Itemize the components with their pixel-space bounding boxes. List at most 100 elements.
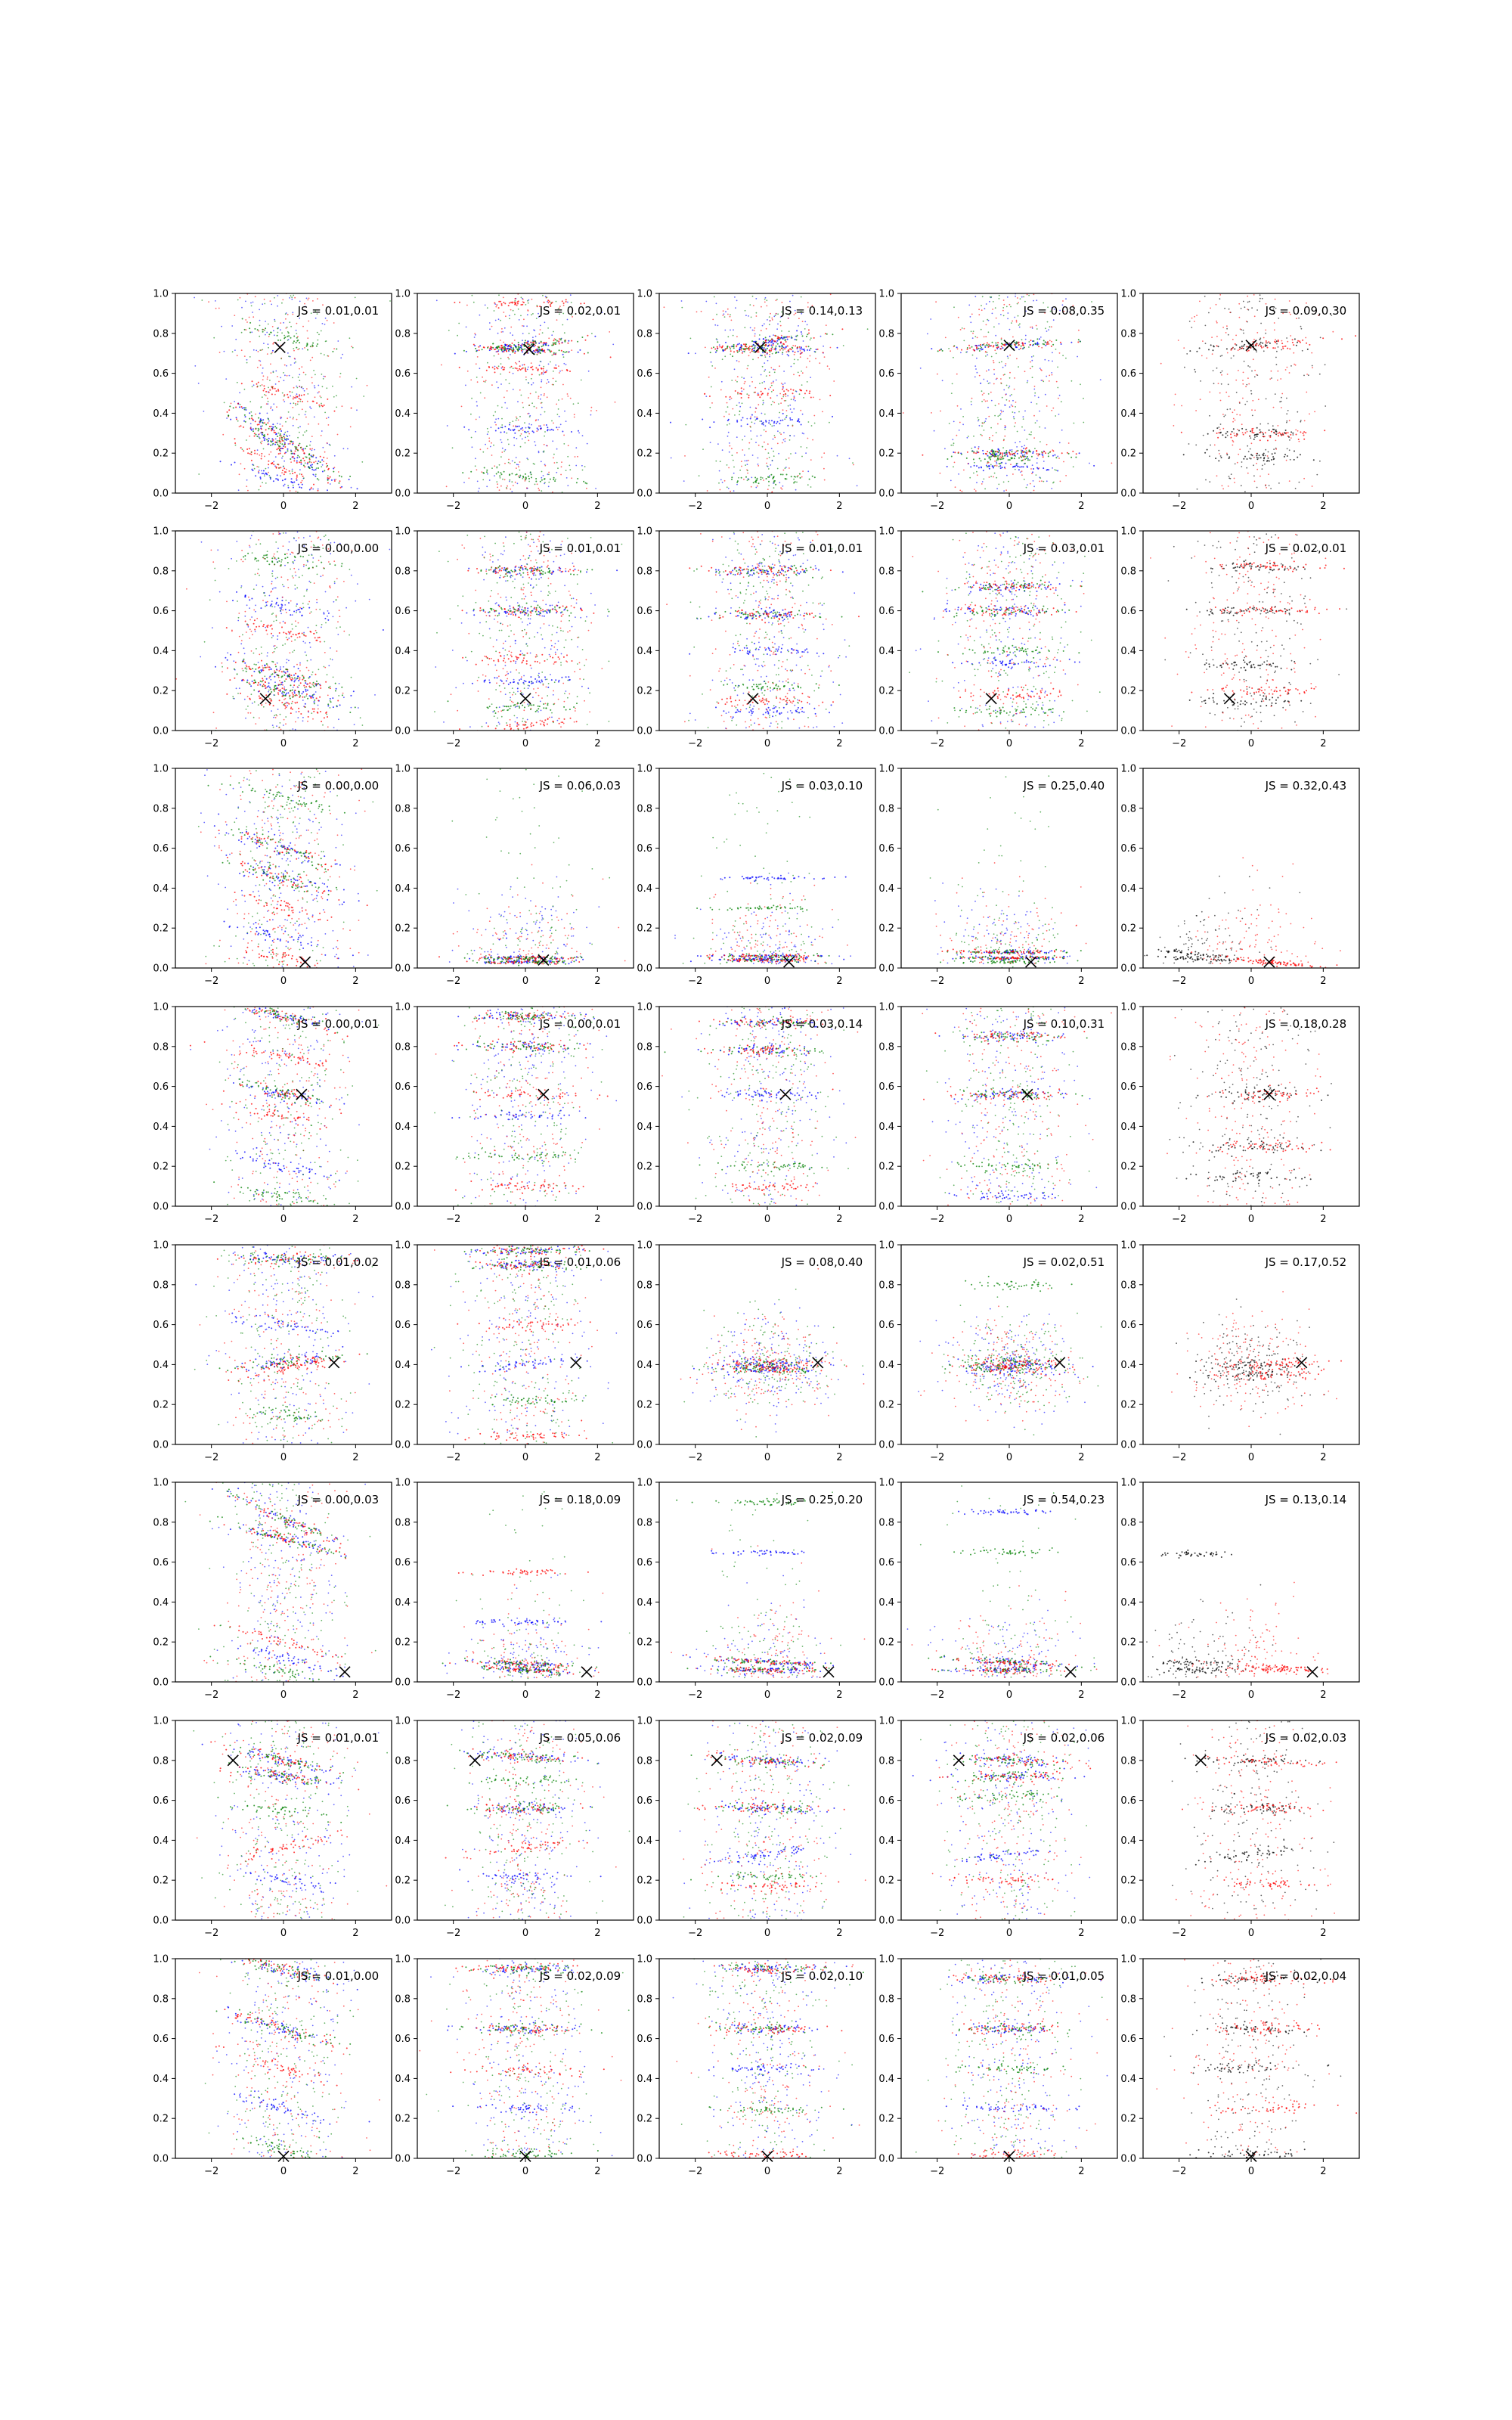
x-tick-label: 2	[836, 738, 842, 749]
axes-frame	[417, 1481, 634, 1683]
y-tick-label: 0.0	[153, 726, 169, 737]
y-tick-label: 0.0	[637, 1202, 652, 1213]
scatter-panel-r7-c2: 0.0 0.2 0.4 0.6 0.8 1.0 −2 0 2 JS = 0.05,0.06	[395, 1716, 634, 1939]
y-tick-label: 0.4	[1120, 1835, 1136, 1847]
x-tick-label: −2	[930, 501, 944, 512]
y-tick-label: 0.2	[878, 1400, 894, 1411]
x-tick-label: 0	[764, 1689, 770, 1701]
scatter-points	[1144, 857, 1341, 968]
axes-frame	[417, 1958, 634, 2159]
x-tick-label: −2	[446, 1689, 460, 1701]
y-tick-label: 0.2	[637, 2114, 652, 2125]
y-tick-label: 0.4	[1120, 1597, 1136, 1609]
y-tick-label: 0.2	[153, 2114, 169, 2125]
axes-frame	[417, 1244, 634, 1445]
axes-frame	[175, 1006, 392, 1207]
y-tick-label: 0.6	[395, 368, 411, 380]
y-tick-label: 0.6	[1120, 1320, 1136, 1331]
y-tick-label: 0.4	[153, 2074, 169, 2085]
scatter-points	[906, 1485, 1098, 1678]
mode-marker-x	[523, 343, 535, 355]
y-tick-label: 0.2	[153, 1637, 169, 1649]
x-tick-label: −2	[446, 501, 460, 512]
x-tick-label: 0	[764, 1452, 770, 1463]
y-tick-label: 0.6	[637, 843, 652, 855]
y-tick-label: 0.0	[878, 1677, 894, 1689]
y-tick-label: 0.0	[153, 1202, 169, 1213]
scatter-points	[193, 1720, 388, 1920]
js-annotation: JS = 0.02,0.09	[781, 1731, 863, 1745]
y-tick-label: 0.8	[878, 1755, 894, 1767]
y-tick-label: 0.4	[637, 1122, 652, 1133]
y-tick-label: 0.0	[395, 1916, 411, 1927]
axes-frame	[900, 530, 1118, 731]
y-tick-label: 0.6	[153, 1557, 169, 1568]
x-tick-label: 0	[1006, 1689, 1012, 1701]
y-tick-label: 1.0	[878, 764, 894, 775]
x-tick-label: 2	[1078, 738, 1084, 749]
y-tick-label: 0.8	[637, 1041, 652, 1053]
x-tick-label: 0	[522, 1452, 528, 1463]
axes-frame	[1142, 1244, 1360, 1445]
y-tick-label: 0.4	[878, 2074, 894, 2085]
y-tick-label: 0.8	[395, 1041, 411, 1053]
js-annotation: JS = 0.06,0.03	[539, 779, 621, 793]
y-tick-label: 0.4	[637, 2074, 652, 2085]
x-tick-label: 2	[1078, 1689, 1084, 1701]
x-tick-label: −2	[688, 976, 702, 987]
x-tick-label: −2	[204, 976, 218, 987]
mode-marker-x	[783, 956, 795, 968]
y-tick-label: 1.0	[878, 1954, 894, 1965]
x-tick-label: 2	[1078, 1452, 1084, 1463]
scatter-panel-r4-c1: 0.0 0.2 0.4 0.6 0.8 1.0 −2 0 2 JS = 0.00,0.01	[153, 1002, 392, 1225]
y-tick-label: 0.8	[637, 328, 652, 340]
y-tick-label: 0.0	[395, 1440, 411, 1451]
x-tick-label: −2	[446, 1928, 460, 1939]
x-tick-label: 0	[764, 1928, 770, 1939]
y-tick-label: 0.8	[1120, 1755, 1136, 1767]
x-tick-label: 2	[594, 1452, 600, 1463]
y-tick-label: 0.6	[637, 1320, 652, 1331]
scatter-panel-r8-c4: 0.0 0.2 0.4 0.6 0.8 1.0 −2 0 2 JS = 0.01,0.05	[878, 1954, 1118, 2177]
x-tick-label: 2	[594, 501, 600, 512]
y-tick-label: 1.0	[153, 1478, 169, 1489]
y-tick-label: 0.8	[637, 1993, 652, 2005]
mode-marker-x	[296, 1088, 308, 1100]
y-tick-label: 1.0	[637, 764, 652, 775]
axes-frame	[900, 1244, 1118, 1445]
y-tick-label: 0.8	[637, 803, 652, 814]
y-tick-label: 0.4	[153, 408, 169, 420]
x-tick-label: 0	[764, 1214, 770, 1225]
y-tick-label: 0.4	[637, 1835, 652, 1847]
y-tick-label: 0.2	[153, 1162, 169, 1173]
y-tick-label: 0.8	[878, 803, 894, 814]
y-tick-label: 0.4	[395, 408, 411, 420]
y-tick-label: 1.0	[153, 526, 169, 538]
y-tick-label: 0.6	[878, 368, 894, 380]
scatter-points	[431, 1245, 618, 1444]
x-tick-label: 0	[1248, 976, 1254, 987]
scatter-panel-r4-c3: 0.0 0.2 0.4 0.6 0.8 1.0 −2 0 2 JS = 0.03,0.14	[637, 1002, 876, 1225]
y-tick-label: 0.2	[1120, 1637, 1136, 1649]
y-tick-label: 1.0	[637, 1002, 652, 1013]
y-tick-label: 1.0	[153, 1954, 169, 1965]
y-tick-label: 0.8	[395, 803, 411, 814]
mode-marker-x	[754, 341, 767, 353]
mode-marker-x	[1245, 2150, 1257, 2162]
mode-marker-x	[469, 1754, 481, 1767]
scatter-points	[922, 1007, 1112, 1206]
y-tick-label: 0.8	[637, 1280, 652, 1291]
y-tick-label: 0.2	[153, 1876, 169, 1887]
scatter-points	[1167, 1007, 1332, 1206]
x-tick-label: 0	[522, 976, 528, 987]
y-tick-label: 0.2	[1120, 686, 1136, 697]
x-tick-label: −2	[204, 1689, 218, 1701]
y-tick-label: 0.6	[637, 1081, 652, 1093]
x-tick-label: 0	[280, 1214, 287, 1225]
y-tick-label: 0.4	[1120, 1122, 1136, 1133]
x-tick-label: 0	[1248, 2166, 1254, 2177]
y-tick-label: 0.0	[637, 489, 652, 500]
y-tick-label: 0.0	[878, 2154, 894, 2165]
x-tick-label: 0	[1006, 738, 1012, 749]
x-tick-label: 2	[836, 1928, 842, 1939]
